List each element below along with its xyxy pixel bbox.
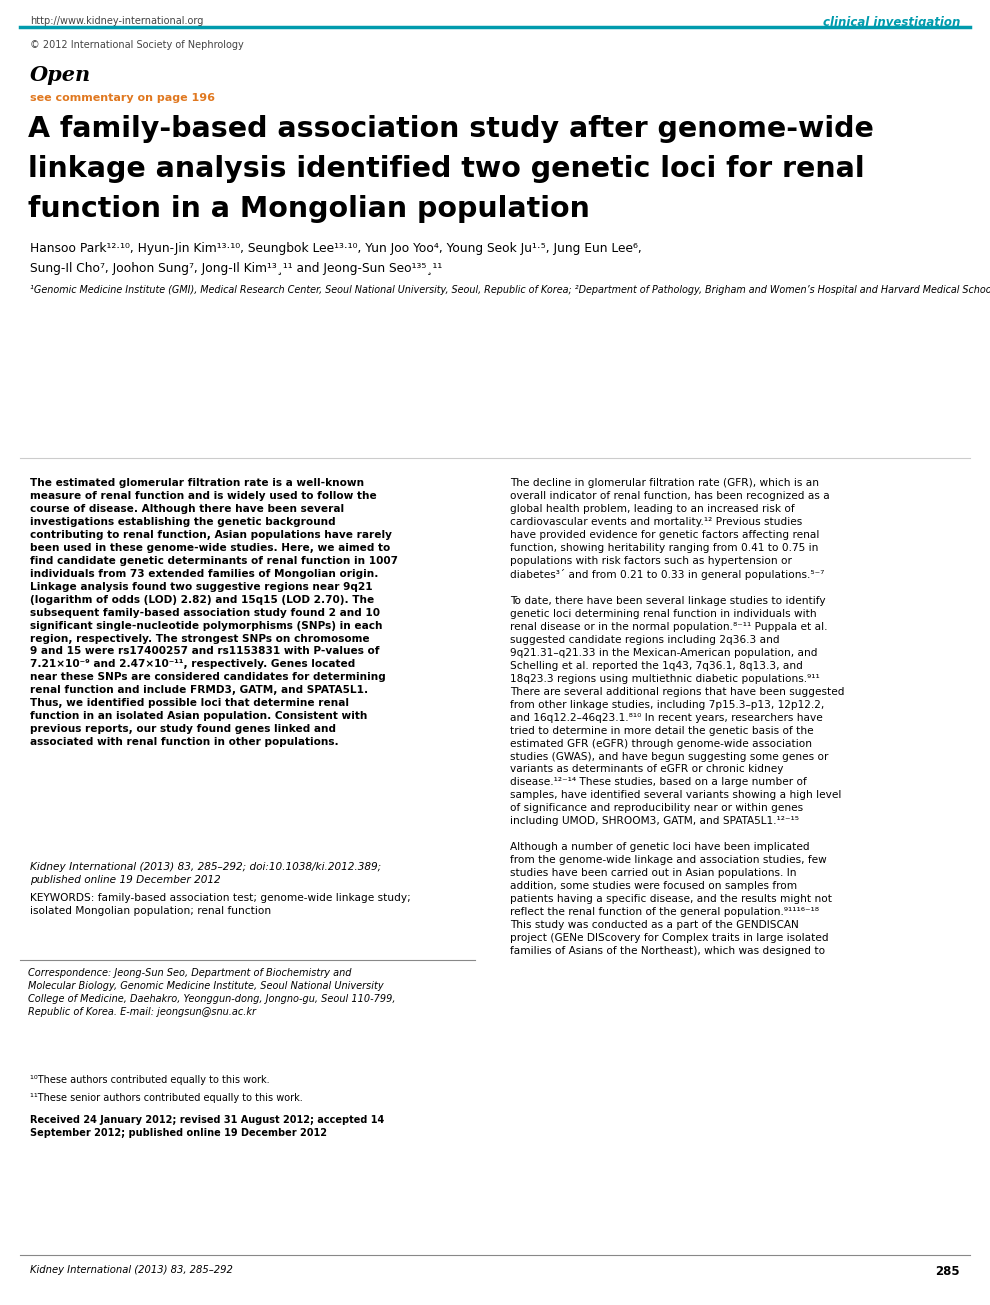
Text: Kidney International (2013) 83, 285–292; doi:10.1038/ki.2012.389;
published onli: Kidney International (2013) 83, 285–292;… [30, 863, 381, 885]
Text: The estimated glomerular filtration rate is a well-known
measure of renal functi: The estimated glomerular filtration rate… [30, 478, 398, 748]
Text: ¹¹These senior authors contributed equally to this work.: ¹¹These senior authors contributed equal… [30, 1094, 303, 1103]
Text: Correspondence: Jeong-Sun Seo, Department of Biochemistry and
Molecular Biology,: Correspondence: Jeong-Sun Seo, Departmen… [28, 968, 395, 1017]
Text: Hansoo Park¹²·¹⁰, Hyun-Jin Kim¹³·¹⁰, Seungbok Lee¹³·¹⁰, Yun Joo Yoo⁴, Young Seok: Hansoo Park¹²·¹⁰, Hyun-Jin Kim¹³·¹⁰, Seu… [30, 241, 642, 254]
Text: ¹⁰These authors contributed equally to this work.: ¹⁰These authors contributed equally to t… [30, 1075, 269, 1084]
Text: 285: 285 [936, 1265, 960, 1278]
Text: The decline in glomerular filtration rate (GFR), which is an
overall indicator o: The decline in glomerular filtration rat… [510, 478, 844, 957]
Text: KEYWORDS: family-based association test; genome-wide linkage study;
isolated Mon: KEYWORDS: family-based association test;… [30, 893, 411, 916]
Text: linkage analysis identified two genetic loci for renal: linkage analysis identified two genetic … [28, 155, 864, 183]
Text: Kidney International (2013) 83, 285–292: Kidney International (2013) 83, 285–292 [30, 1265, 233, 1275]
Text: ¹Genomic Medicine Institute (GMI), Medical Research Center, Seoul National Unive: ¹Genomic Medicine Institute (GMI), Medic… [30, 284, 990, 295]
Text: function in a Mongolian population: function in a Mongolian population [28, 194, 590, 223]
Text: A family-based association study after genome-wide: A family-based association study after g… [28, 115, 874, 144]
Text: © 2012 International Society of Nephrology: © 2012 International Society of Nephrolo… [30, 40, 244, 50]
Text: Open: Open [30, 65, 91, 85]
Text: Sung-Il Cho⁷, Joohon Sung⁷, Jong-Il Kim¹³¸¹¹ and Jeong-Sun Seo¹³⁵¸¹¹: Sung-Il Cho⁷, Joohon Sung⁷, Jong-Il Kim¹… [30, 262, 443, 275]
Text: clinical investigation: clinical investigation [823, 16, 960, 29]
Text: Received 24 January 2012; revised 31 August 2012; accepted 14
September 2012; pu: Received 24 January 2012; revised 31 Aug… [30, 1114, 384, 1138]
Text: see commentary on page 196: see commentary on page 196 [30, 93, 215, 103]
Text: http://www.kidney-international.org: http://www.kidney-international.org [30, 16, 203, 26]
